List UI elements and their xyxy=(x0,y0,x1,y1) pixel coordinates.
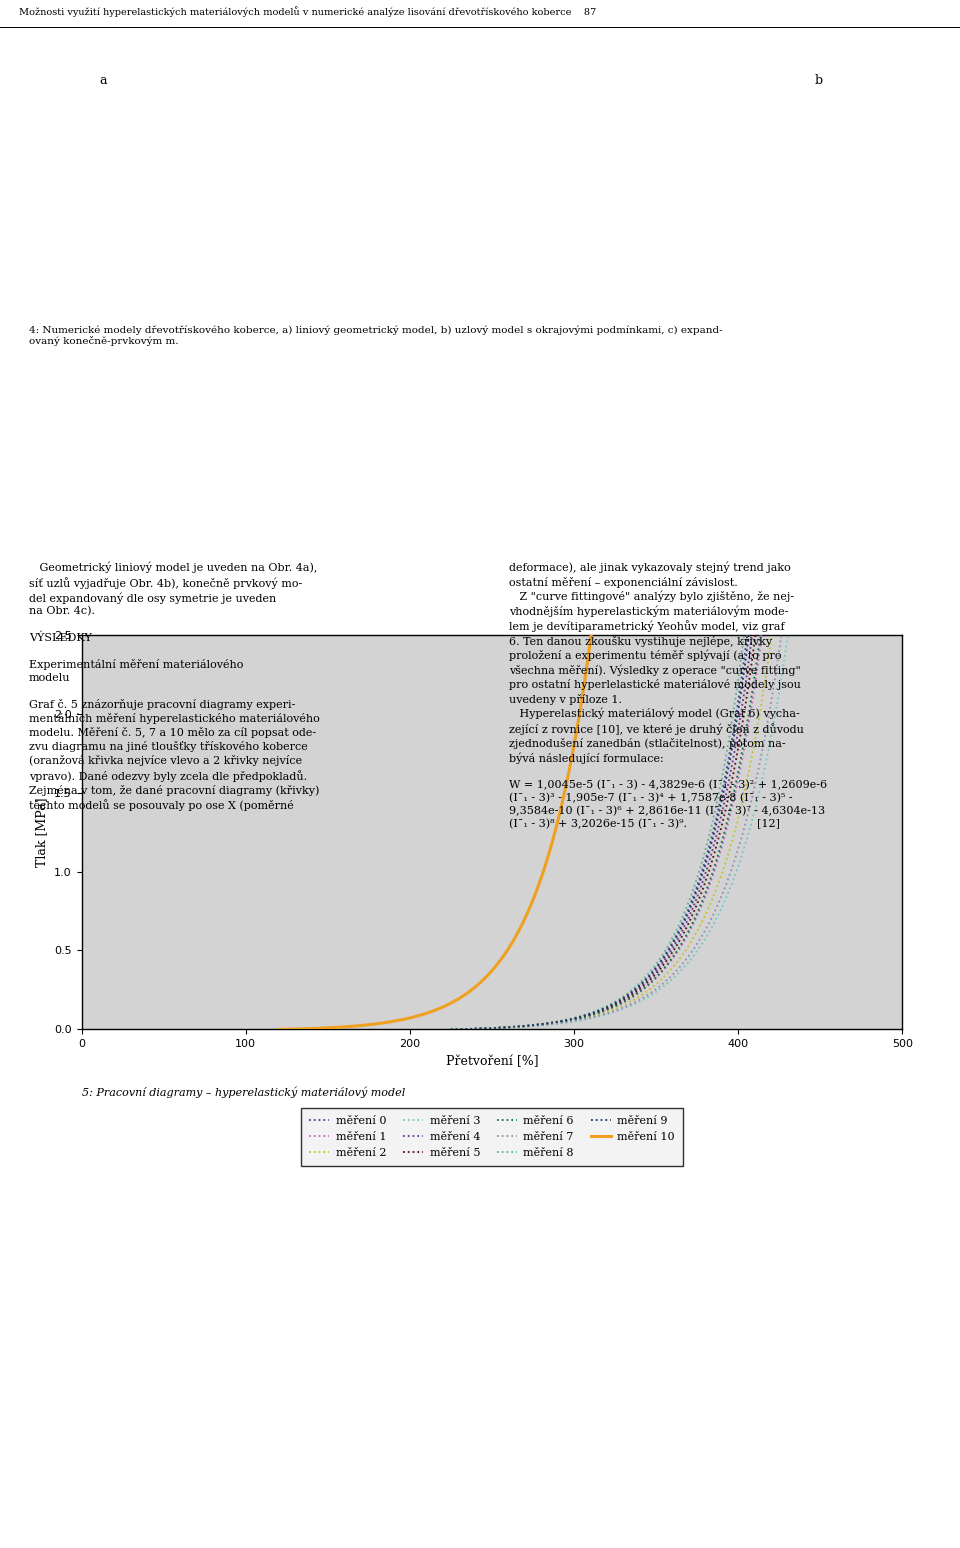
Text: deformace), ale jinak vykazovaly stejný trend jako
ostatní měření – exponenciáln: deformace), ale jinak vykazovaly stejný … xyxy=(509,562,827,830)
Y-axis label: Tlak [MPa]: Tlak [MPa] xyxy=(36,797,49,867)
Text: a: a xyxy=(99,74,107,87)
Text: Geometrický liniový model je uveden na Obr. 4a),
síť uzlů vyjadřuje Obr. 4b), ko: Geometrický liniový model je uveden na O… xyxy=(29,562,320,811)
Text: b: b xyxy=(814,74,823,87)
Text: Možnosti využití hyperelastických materiálových modelů v numerické analýze lisov: Možnosti využití hyperelastických materi… xyxy=(19,6,596,17)
Text: 4: Numerické modely dřevotřískového koberce, a) liniový geometrický model, b) uz: 4: Numerické modely dřevotřískového kobe… xyxy=(29,325,723,347)
X-axis label: Přetvoření [%]: Přetvoření [%] xyxy=(445,1054,539,1068)
Text: 5: Pracovní diagramy – hyperelastický materiálový model: 5: Pracovní diagramy – hyperelastický ma… xyxy=(82,1087,405,1098)
Legend: měření 0, měření 1, měření 2, měření 3, měření 4, měření 5, měření 6, měření 7, : měření 0, měření 1, měření 2, měření 3, … xyxy=(301,1108,683,1166)
